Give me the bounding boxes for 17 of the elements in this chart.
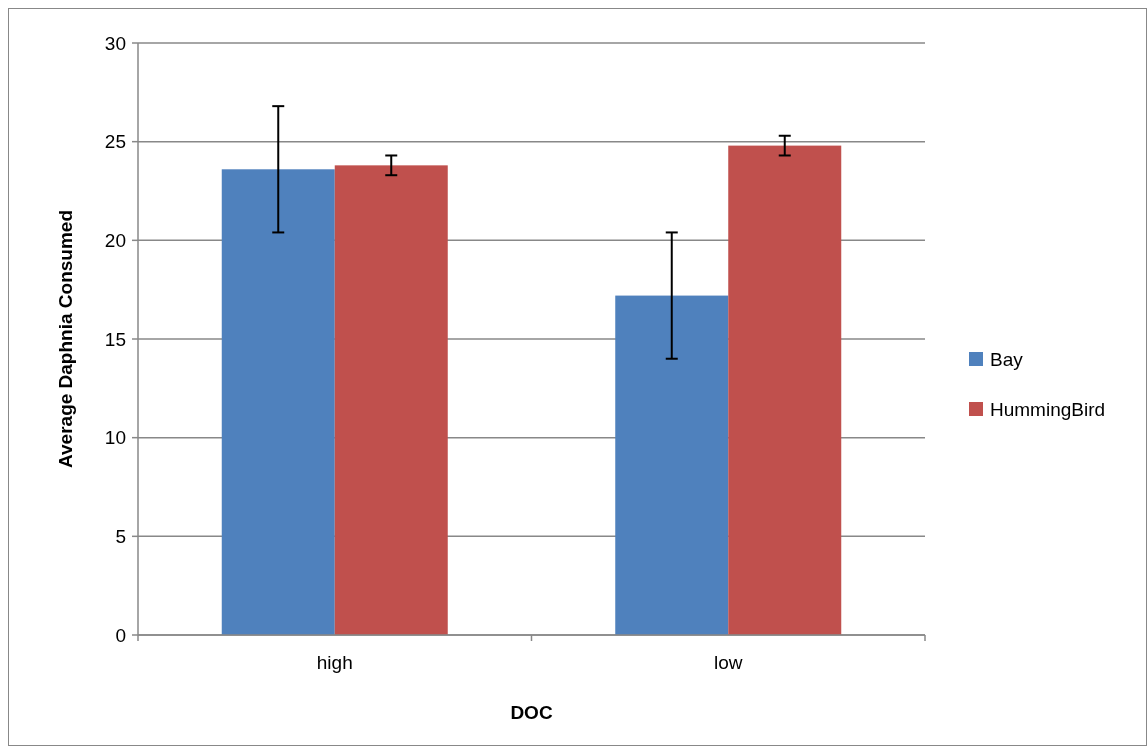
y-tick-label: 20 bbox=[104, 229, 126, 251]
legend-label: Bay bbox=[990, 348, 1024, 370]
y-tick-label: 15 bbox=[104, 328, 126, 350]
bar bbox=[334, 165, 448, 635]
bar bbox=[615, 295, 729, 635]
y-tick-label: 10 bbox=[104, 427, 126, 449]
x-tick-label: low bbox=[713, 652, 743, 673]
y-tick-label: 25 bbox=[104, 131, 126, 153]
legend-label: HummingBird bbox=[990, 398, 1106, 420]
bar bbox=[221, 169, 335, 635]
bar bbox=[728, 145, 842, 635]
x-tick-label: high bbox=[316, 652, 353, 673]
y-tick-label: 30 bbox=[104, 32, 126, 54]
y-tick-label: 5 bbox=[115, 525, 126, 547]
y-tick-label: 0 bbox=[115, 624, 126, 646]
x-axis-title: DOC bbox=[510, 702, 553, 723]
y-axis-title: Average Daphnia Consumed bbox=[55, 210, 76, 468]
